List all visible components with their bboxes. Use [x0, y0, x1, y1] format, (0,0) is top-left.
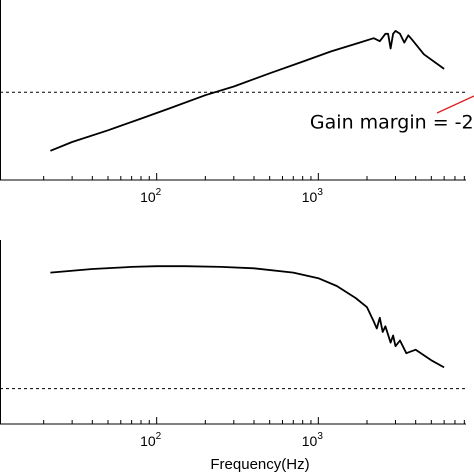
annotation-arrow [436, 95, 474, 114]
x-tick-exponent: 3 [317, 187, 323, 198]
x-tick-label: 103 [302, 187, 324, 205]
x-tick-label: 102 [140, 187, 162, 205]
x-tick-exponent: 2 [156, 431, 162, 442]
x-tick-label: 103 [302, 431, 324, 449]
x-tick-label: 102 [140, 431, 162, 449]
x-tick-exponent: 2 [156, 187, 162, 198]
magnitude-curve [50, 29, 445, 152]
x-tick-base: 10 [302, 189, 318, 205]
x-tick-base: 10 [140, 189, 156, 205]
gain-margin-annotation: Gain margin = -25.8dB @ 8.3k [310, 112, 474, 134]
x-tick-base: 10 [302, 433, 318, 449]
x-axis-label: Frequency(Hz) [210, 456, 309, 473]
x-tick-exponent: 3 [317, 431, 323, 442]
x-tick-base: 10 [140, 433, 156, 449]
phase-curve [50, 265, 445, 369]
